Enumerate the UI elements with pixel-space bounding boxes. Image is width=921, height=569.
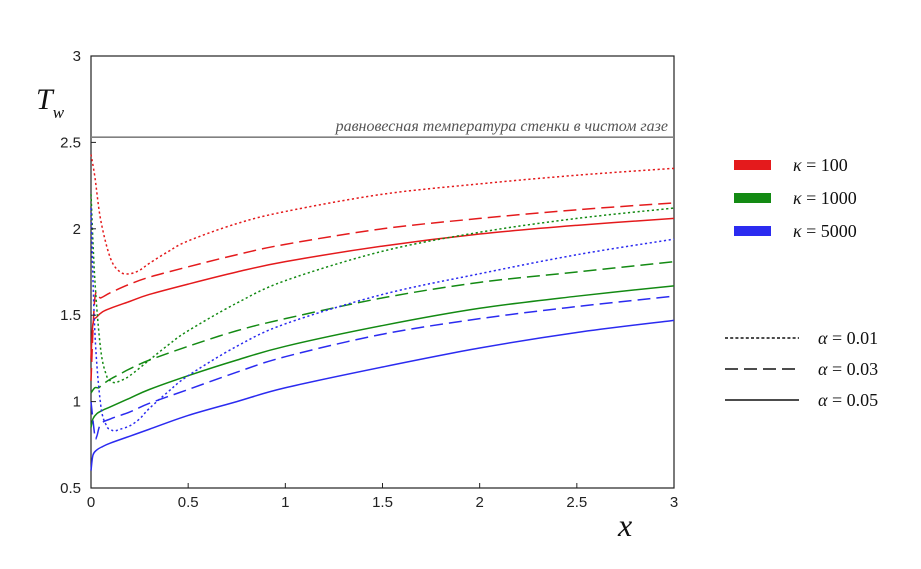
reference-line-label: равновесная температура стенки в чистом … [335,118,668,135]
legend-kappa-label: κ = 5000 [793,221,857,241]
series-kappa-100-alpha-0.03 [90,202,675,381]
y-axis-label-main: T [36,83,55,116]
y-tick-label: 0.5 [60,480,81,497]
x-tick-label: 2 [475,494,483,511]
legend-kappa-swatch [734,193,771,203]
legend-kappa-label: κ = 100 [793,155,848,175]
x-tick-label: 0 [87,494,95,511]
series-kappa-1000-alpha-0.03 [90,260,675,394]
legend-alpha-label: α = 0.05 [818,390,878,410]
y-tick-label: 2 [73,221,81,238]
legend-kappa-swatch [734,226,771,236]
y-tick-label: 1 [73,394,81,411]
series-kappa-5000-alpha-0.01 [90,208,675,432]
legend-alpha-label: α = 0.01 [818,328,878,348]
x-tick-label: 0.5 [178,494,199,511]
y-tick-label: 1.5 [60,307,81,324]
y-tick-label: 3 [73,48,81,65]
series-kappa-100-alpha-0.05 [90,217,675,359]
y-axis-label: Tw [36,83,65,122]
series-kappa-1000-alpha-0.05 [90,285,675,428]
y-ticks: 0.5 1 1.5 2 2.5 3 [60,48,96,497]
y-axis-label-sub: w [53,103,65,122]
legend-kappa: κ = 100 κ = 1000 κ = 5000 [734,155,857,241]
legend-alpha-label: α = 0.03 [818,359,878,379]
legend-kappa-label: κ = 1000 [793,188,857,208]
x-tick-label: 3 [670,494,678,511]
series-kappa-5000-alpha-0.03 [90,295,675,440]
legend-kappa-swatch [734,160,771,170]
series-group [90,154,675,471]
series-kappa-100-alpha-0.01 [90,154,675,275]
series-kappa-5000-alpha-0.05 [90,319,675,471]
y-tick-label: 2.5 [60,134,81,151]
x-tick-label: 1 [281,494,289,511]
x-ticks: 0 0.5 1 1.5 2 2.5 3 [87,483,678,511]
legend-alpha: α = 0.01 α = 0.03 α = 0.05 [725,328,878,410]
x-tick-label: 1.5 [372,494,393,511]
x-tick-label: 2.5 [566,494,587,511]
x-axis-label: x [617,507,632,543]
series-kappa-1000-alpha-0.01 [90,194,675,384]
